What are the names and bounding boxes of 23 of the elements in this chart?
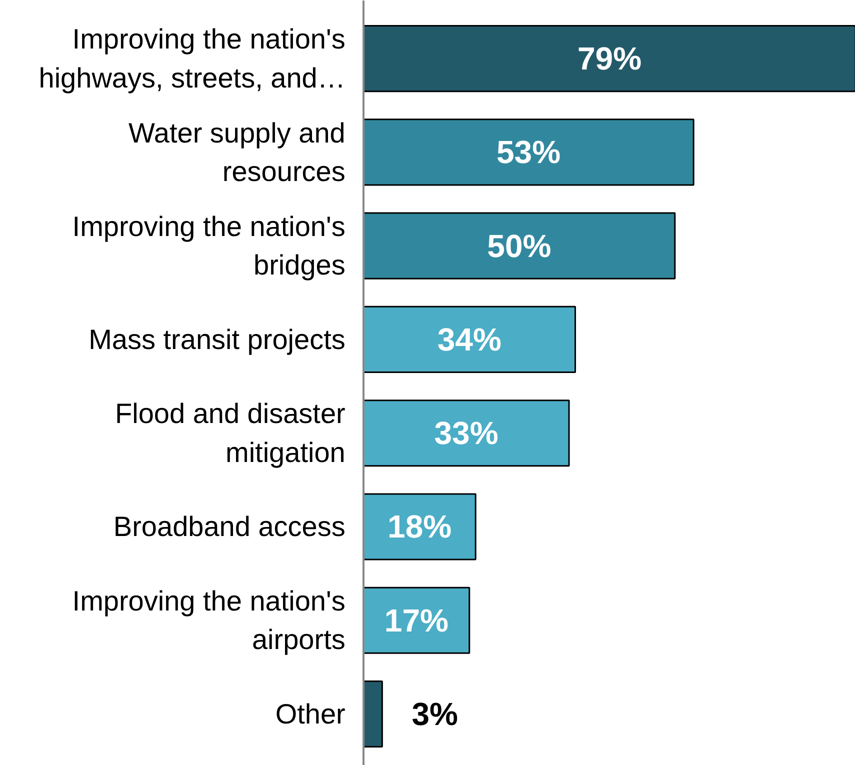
data-label: 33% xyxy=(434,415,498,452)
y-tick-label: Mass transit projects xyxy=(88,324,346,355)
bar xyxy=(362,400,570,467)
data-label: 18% xyxy=(388,508,452,545)
bar xyxy=(362,212,676,280)
data-label: 3% xyxy=(412,696,458,732)
y-tick-label: Improving the nation's airports xyxy=(72,585,346,656)
y-tick-label: Broadband access xyxy=(113,511,346,542)
data-label: 53% xyxy=(496,134,561,170)
bar xyxy=(362,493,476,560)
y-tick-label: Flood and disaster mitigation xyxy=(114,398,346,468)
bar xyxy=(362,306,576,373)
data-label: 50% xyxy=(487,228,552,264)
y-tick-label: Water supply and resources xyxy=(128,117,346,188)
y-tick-label: Improving the nation's highways, streets, and… xyxy=(38,24,346,94)
y-tick-label: Other xyxy=(275,698,346,730)
bar xyxy=(362,25,855,92)
data-label: 34% xyxy=(437,321,502,358)
y-tick-label: Improving the nation's bridges xyxy=(72,210,346,281)
bar xyxy=(362,680,383,748)
bar xyxy=(362,118,694,186)
data-label: 79% xyxy=(577,40,642,77)
data-label: 17% xyxy=(384,602,448,638)
